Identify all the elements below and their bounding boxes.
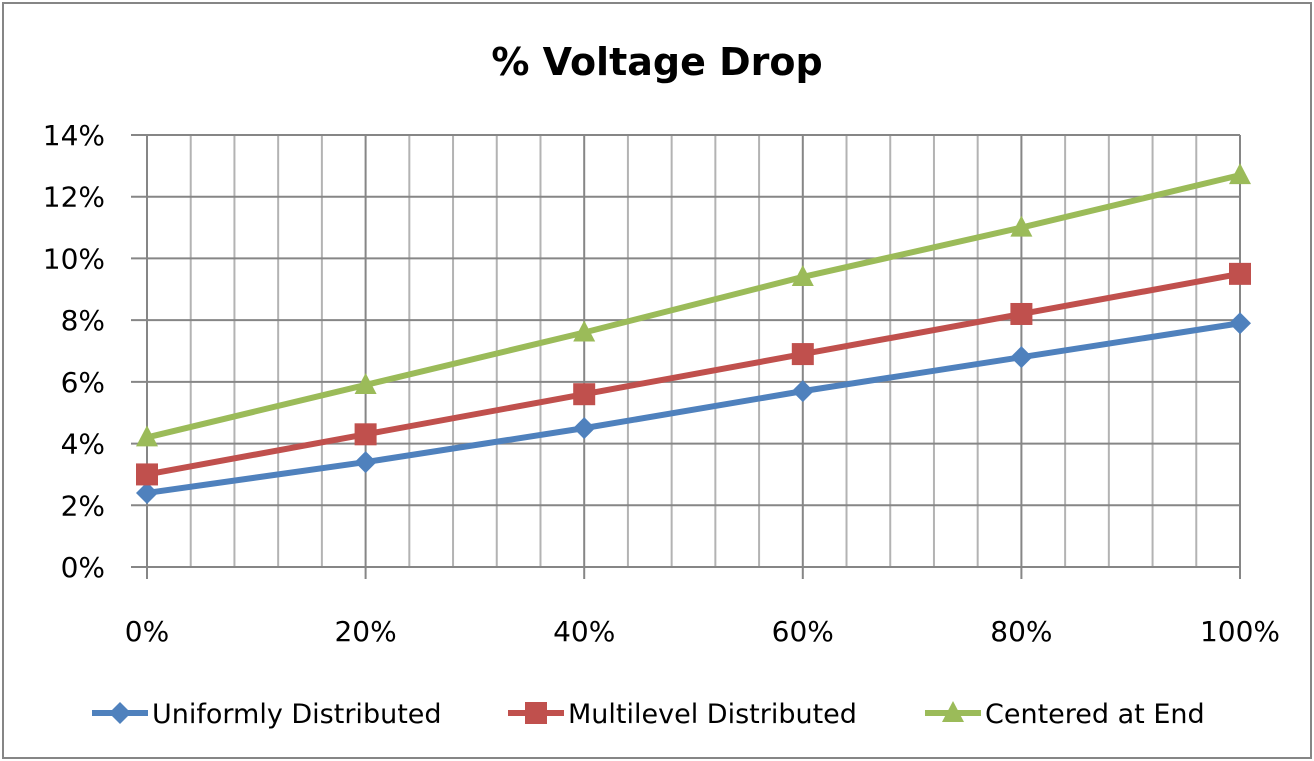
chart-title: % Voltage Drop	[491, 40, 822, 84]
x-tick-label: 60%	[772, 615, 834, 648]
series-line	[146, 172, 1241, 441]
triangle-marker	[1229, 163, 1251, 185]
x-tick-label: 80%	[990, 615, 1052, 648]
legend: Uniformly Distributed Multilevel Distribu…	[92, 699, 1205, 730]
series-centered-at-end	[136, 163, 1251, 447]
square-marker	[791, 343, 814, 366]
y-tick-label: 0%	[61, 551, 105, 584]
x-tick-label: 0%	[125, 615, 169, 648]
y-axis-ticks: 0% 2% 4% 6% 8% 10% 12% 14%	[43, 119, 105, 584]
x-axis-ticks: 0% 20% 40% 60% 80% 100%	[125, 615, 1280, 648]
triangle-marker	[136, 425, 158, 447]
diamond-marker	[354, 451, 377, 474]
square-marker	[1010, 302, 1033, 325]
y-tick-label: 12%	[43, 181, 105, 214]
legend-label: Uniformly Distributed	[152, 699, 442, 730]
diamond-marker	[791, 380, 814, 403]
series-multilevel-distributed	[136, 262, 1251, 486]
y-tick-label: 4%	[61, 428, 105, 461]
y-tick-label: 6%	[61, 366, 105, 399]
x-tick-label: 20%	[334, 615, 396, 648]
series-line	[146, 320, 1241, 496]
series-group	[136, 163, 1251, 504]
x-tick-label: 100%	[1200, 615, 1280, 648]
square-marker	[136, 463, 158, 486]
diamond-marker	[573, 417, 596, 440]
triangle-marker	[791, 264, 814, 286]
square-marker	[573, 383, 596, 406]
triangle-marker	[573, 320, 596, 342]
diamond-marker	[109, 702, 131, 724]
triangle-marker	[1010, 215, 1033, 237]
x-tick-label: 40%	[553, 615, 615, 648]
triangle-marker	[354, 372, 377, 394]
legend-item: Multilevel Distributed	[508, 699, 857, 730]
square-marker	[525, 702, 547, 724]
series-line	[146, 270, 1241, 478]
y-tick-label: 8%	[61, 304, 105, 337]
diamond-marker	[1010, 346, 1033, 369]
y-tick-label: 10%	[43, 242, 105, 275]
triangle-marker	[942, 701, 964, 722]
legend-item: Uniformly Distributed	[92, 699, 442, 730]
y-tick-label: 2%	[61, 489, 105, 522]
legend-label: Multilevel Distributed	[568, 699, 857, 730]
series-uniformly-distributed	[136, 312, 1251, 504]
y-tick-label: 14%	[43, 119, 105, 152]
diamond-marker	[1229, 312, 1251, 335]
diamond-marker	[136, 481, 158, 504]
legend-label: Centered at End	[985, 699, 1205, 730]
square-marker	[1229, 262, 1251, 285]
grid	[131, 134, 1241, 579]
legend-item: Centered at End	[925, 699, 1205, 730]
square-marker	[354, 423, 377, 446]
